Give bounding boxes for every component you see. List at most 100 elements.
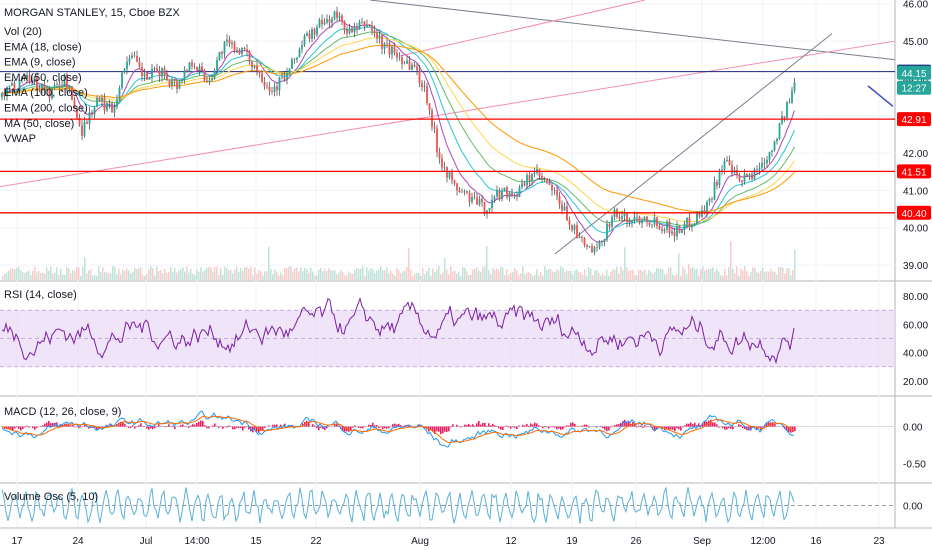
channel-line-upper xyxy=(399,0,646,57)
volume-bar xyxy=(526,273,528,280)
macd-hist-bar xyxy=(50,423,52,427)
macd-hist-bar xyxy=(148,426,150,430)
candle-body xyxy=(781,116,783,124)
volume-bar xyxy=(224,266,226,280)
candle-body xyxy=(423,86,426,88)
volume-bar xyxy=(44,273,46,280)
macd-hist-bar xyxy=(516,426,518,430)
macd-hist-bar xyxy=(742,426,744,429)
volume-bar xyxy=(752,267,754,280)
indicator-label[interactable]: EMA (18, close) xyxy=(4,41,82,53)
y-tick-label: 39.00 xyxy=(903,261,928,272)
volume-bar xyxy=(354,269,356,280)
indicator-label[interactable]: Vol (20) xyxy=(4,26,42,38)
symbol-title[interactable]: MORGAN STANLEY, 15, Cboe BZX xyxy=(4,7,180,19)
volume-bar xyxy=(534,274,536,280)
macd-hist-bar xyxy=(334,424,336,427)
volume-bar xyxy=(548,269,550,280)
candle-body xyxy=(11,83,13,86)
volume-bar xyxy=(434,271,436,280)
volume-bar xyxy=(340,269,342,280)
volume-bar xyxy=(100,271,102,280)
x-tick-label: 22 xyxy=(310,536,322,547)
candle-body xyxy=(208,80,211,82)
volume-bar xyxy=(784,273,786,280)
rsi-title[interactable]: RSI (14, close) xyxy=(4,289,77,301)
volume-bar xyxy=(642,271,644,280)
candle-body xyxy=(641,219,643,224)
volume-bar xyxy=(624,247,626,280)
macd-hist-bar xyxy=(732,426,734,430)
indicator-label[interactable]: EMA (200, close) xyxy=(4,103,88,115)
macd-hist-bar xyxy=(384,426,386,429)
candle-body xyxy=(501,190,503,199)
macd-hist-bar xyxy=(26,425,28,427)
candle-body xyxy=(411,64,413,70)
volume-bar xyxy=(260,271,262,280)
volume-bar xyxy=(612,269,614,280)
candle-body xyxy=(98,97,101,101)
macd-hist-bar xyxy=(226,426,228,428)
candle-body xyxy=(126,61,128,69)
macd-hist-bar xyxy=(524,425,526,427)
volume-bar xyxy=(456,273,458,280)
macd-hist-bar xyxy=(766,422,768,427)
volume-bar xyxy=(718,271,720,280)
candle-body xyxy=(586,245,588,247)
candle-body xyxy=(396,52,398,58)
candle-body xyxy=(93,107,96,115)
macd-hist-bar xyxy=(644,425,646,427)
indicator-label[interactable]: VWAP xyxy=(4,133,36,145)
volume-bar xyxy=(102,267,104,280)
macd-hist-bar xyxy=(174,426,176,429)
macd-hist-bar xyxy=(694,422,696,427)
y-tick-label: 41.00 xyxy=(903,186,928,197)
volume-bar xyxy=(416,273,418,280)
macd-hist-bar xyxy=(168,424,170,427)
indicator-label[interactable]: EMA (100, close) xyxy=(4,87,88,99)
grid xyxy=(0,0,932,529)
indicator-label[interactable]: MA (50, close) xyxy=(4,118,74,130)
macd-hist-bar xyxy=(698,423,700,427)
volume-bar xyxy=(516,270,518,280)
candle-body xyxy=(388,42,391,55)
volume-bar xyxy=(218,274,220,280)
volume-bar xyxy=(394,275,396,280)
candle-body xyxy=(373,30,376,34)
volume-bar xyxy=(180,269,182,280)
candle-body xyxy=(13,83,16,91)
macd-hist-bar xyxy=(518,425,520,427)
macd-hist-bar xyxy=(474,425,476,427)
candle-body xyxy=(521,183,523,188)
candle-body xyxy=(626,212,628,223)
indicator-label[interactable]: EMA (50, close) xyxy=(4,72,82,84)
vol-osc-title[interactable]: Volume Osc (5, 10) xyxy=(4,491,98,503)
candle-body xyxy=(731,165,733,174)
volume-bar xyxy=(686,274,688,280)
volume-bar xyxy=(278,275,280,280)
price-badge-label: 42.91 xyxy=(901,115,926,126)
macd-hist-bar xyxy=(602,426,604,429)
indicator-legend[interactable]: MORGAN STANLEY, 15, Cboe BZX Vol (20) EMA… xyxy=(4,7,180,145)
volume-bar xyxy=(302,271,304,280)
macd-tick-label: -0.50 xyxy=(903,460,926,471)
volume-bar xyxy=(14,269,16,280)
macd-hist-bar xyxy=(688,423,690,427)
candle-body xyxy=(401,57,403,65)
volume-bar xyxy=(126,268,128,280)
volume-bar xyxy=(12,268,14,280)
macd-hist-bar xyxy=(718,426,720,428)
volume-bar xyxy=(636,275,638,280)
volume-bar xyxy=(236,266,238,280)
indicator-label[interactable]: EMA (9, close) xyxy=(4,57,76,69)
macd-hist-bar xyxy=(668,426,670,430)
macd-hist-bar xyxy=(436,426,438,432)
candle-body xyxy=(78,117,81,126)
volume-bar xyxy=(50,266,52,280)
macd-title[interactable]: MACD (12, 26, close, 9) xyxy=(4,406,121,418)
volume-bar xyxy=(46,267,48,280)
volume-bar xyxy=(94,274,96,280)
volume-bar xyxy=(596,269,598,280)
volume-bar xyxy=(314,275,316,280)
